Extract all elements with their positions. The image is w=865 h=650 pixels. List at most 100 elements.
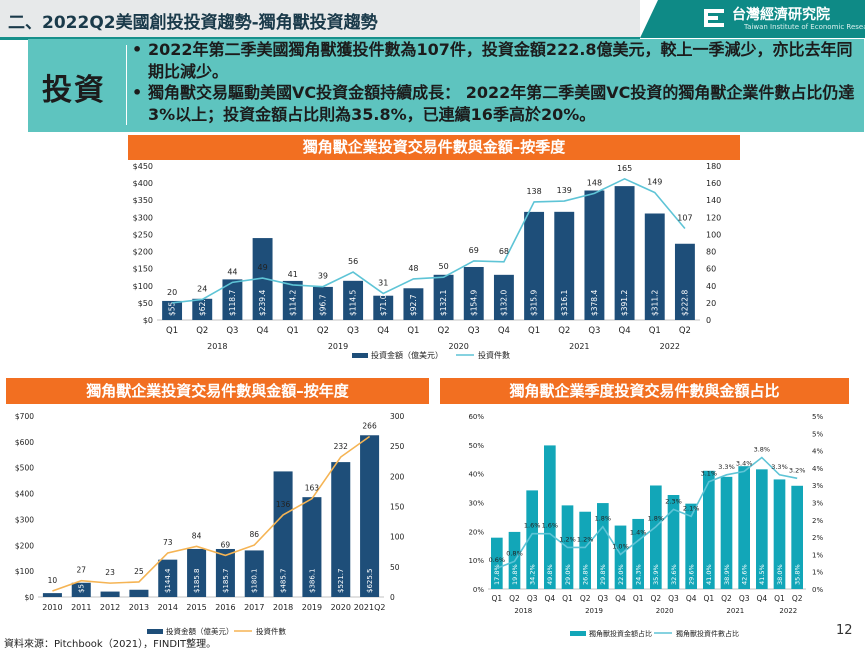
x-tick-label: 2016 (215, 603, 235, 612)
x-tick-label: 2021Q2 (354, 603, 386, 612)
bar-value-label: $154.9 (469, 290, 478, 316)
x-tick-label: Q2 (580, 594, 591, 603)
bar (158, 559, 178, 597)
tier-logo: 台灣經濟研究院 Taiwan Institute of Economic Res… (640, 0, 865, 38)
x-tick-label: Q1 (774, 594, 785, 603)
legend-bar-swatch (570, 631, 586, 636)
y-right-tick-label: 2% (812, 534, 823, 542)
line-value-label: 3.8% (754, 446, 771, 454)
y-left-tick-label: $50 (138, 299, 153, 308)
y-right-tick-label: 80 (706, 248, 716, 257)
x-tick-label: Q4 (377, 326, 389, 336)
bar-value-label: $386.1 (308, 569, 316, 594)
legend-bar-label: 獨角獸投資金額占比 (589, 629, 652, 638)
bar-value-label: 29.6% (687, 564, 695, 585)
bar (579, 511, 591, 589)
x-tick-label: Q2 (317, 326, 329, 336)
bar-value-label: $315.9 (530, 290, 539, 316)
x-tick-label: Q2 (558, 326, 570, 336)
annual-chart-title: 獨角獸企業投資交易件數與金額–按年度 (6, 378, 429, 404)
bar-value-label: $96.7 (319, 294, 328, 316)
x-group-label: 2019 (585, 607, 603, 615)
line-value-label: 73 (163, 538, 173, 547)
y-left-tick-label: 40% (468, 471, 484, 479)
bar-value-label: 38.9% (723, 564, 731, 585)
y-right-tick-label: 3% (812, 482, 823, 490)
line-value-label: 1.2% (559, 535, 576, 543)
line-value-label: 232 (334, 442, 349, 451)
line-value-label: 31 (378, 278, 388, 287)
summary-bullet: 2022年第二季美國獨角獸獲投件數為107件，投資金額222.8億美元，較上一季… (132, 39, 857, 82)
y-right-tick-label: 50 (390, 563, 400, 572)
y-left-tick-label: $100 (15, 567, 34, 576)
x-tick-label: 2015 (186, 603, 206, 612)
bar-value-label: $311.2 (650, 290, 659, 316)
y-left-tick-label: $700 (15, 412, 34, 421)
bar (756, 469, 768, 589)
y-right-tick-label: 60 (706, 265, 716, 274)
bar-value-label: $521.7 (337, 569, 345, 594)
bar (632, 518, 644, 589)
line-value-label: 136 (276, 500, 291, 509)
line-value-label: 1.0% (612, 542, 629, 550)
line-value-label: 49 (257, 263, 267, 272)
x-tick-label: 2014 (158, 603, 178, 612)
legend-bar-swatch (352, 353, 368, 358)
share-chart-title: 獨角獸企業季度投資交易件數與金額占比 (440, 378, 849, 404)
bar-value-label: 41.5% (758, 564, 766, 585)
line-value-label: 149 (647, 178, 662, 187)
bar-value-label: $132.1 (439, 290, 448, 316)
x-group-label: 2020 (656, 607, 674, 615)
summary-label: 投資 (42, 73, 106, 108)
y-left-tick-label: $350 (133, 196, 153, 205)
bar-value-label: 34.2% (528, 564, 536, 585)
bar-value-label: $114.5 (349, 290, 358, 316)
y-right-tick-label: 250 (390, 442, 405, 451)
bar (685, 503, 697, 589)
line-value-label: 3.1% (701, 470, 718, 478)
bar-value-label: $144.4 (164, 568, 172, 593)
bar-value-label: 24.3% (634, 564, 642, 585)
x-tick-label: Q4 (615, 594, 626, 603)
x-tick-label: Q2 (509, 594, 520, 603)
x-tick-label: Q4 (686, 594, 697, 603)
bar (614, 525, 627, 589)
bar (491, 537, 503, 589)
page-title: 二、2022Q2美國創投投資趨勢-獨角獸投資趨勢 (8, 13, 378, 33)
x-group-label: 2022 (779, 607, 797, 615)
line-value-label: 41 (288, 270, 298, 279)
line-value-label: 2.3% (665, 497, 682, 505)
bar-value-label: 32.6% (670, 564, 678, 585)
bar-value-label: $92.7 (409, 294, 418, 316)
x-tick-label: 2010 (42, 603, 62, 612)
bar (463, 266, 484, 320)
y-left-tick-label: $500 (15, 464, 34, 473)
tier-logo-icon (704, 9, 724, 27)
bar-value-label: 35.9% (652, 564, 660, 585)
y-left-tick-label: 20% (468, 528, 484, 536)
x-tick-label: Q1 (528, 326, 540, 336)
x-tick-label: Q3 (347, 326, 359, 336)
bar-value-label: $118.7 (228, 290, 237, 316)
y-right-tick-label: 1% (812, 551, 823, 559)
bar (42, 593, 62, 597)
line-value-label: 1.6% (542, 522, 559, 530)
line-value-label: 25 (134, 567, 144, 576)
y-right-tick-label: 4% (812, 448, 823, 456)
line-value-label: 23 (105, 568, 115, 577)
x-tick-label: Q3 (226, 326, 238, 336)
y-left-tick-label: $200 (133, 248, 153, 257)
y-right-tick-label: 120 (706, 213, 721, 222)
x-tick-label: Q3 (668, 594, 679, 603)
x-tick-label: 2017 (244, 603, 264, 612)
y-right-tick-label: 200 (390, 472, 405, 481)
bar (222, 279, 243, 320)
x-tick-label: Q1 (491, 594, 502, 603)
line-series (171, 177, 686, 304)
x-group-label: 2022 (660, 342, 680, 351)
y-left-tick-label: 60% (468, 413, 484, 421)
line-value-label: 138 (526, 187, 541, 196)
bar (650, 485, 662, 589)
bar (273, 471, 293, 597)
line-value-label: 0.6% (489, 556, 506, 564)
